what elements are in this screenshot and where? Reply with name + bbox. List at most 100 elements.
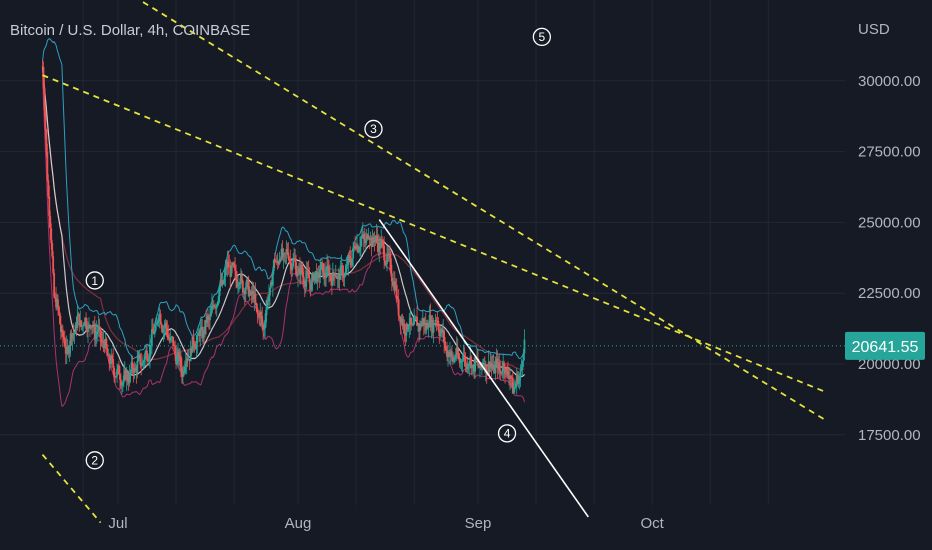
candle: [231, 261, 234, 274]
candle: [245, 277, 248, 289]
candle-body: [107, 355, 110, 357]
candle-body: [96, 330, 99, 332]
candle-body: [89, 324, 91, 327]
candle-body: [186, 358, 189, 360]
candle-body: [462, 356, 465, 361]
dashed-trendline[interactable]: [42, 74, 827, 394]
candle: [198, 329, 201, 343]
candle: [107, 349, 110, 357]
candle-body: [439, 333, 442, 336]
candle: [261, 306, 264, 330]
candle: [128, 364, 131, 387]
dashed-trendline[interactable]: [77, 0, 827, 422]
candle-body: [418, 325, 420, 332]
candle-body: [214, 306, 217, 309]
candle: [204, 320, 206, 338]
candle-body: [198, 333, 201, 337]
candle: [302, 268, 305, 289]
candle-body: [86, 326, 88, 332]
candle: [482, 358, 485, 367]
candle: [177, 342, 179, 368]
trendlines-layer[interactable]: [41, 0, 827, 524]
candle-body: [436, 320, 439, 322]
candle: [290, 257, 293, 277]
candle-body: [467, 365, 470, 370]
candle: [158, 307, 161, 329]
candle: [132, 363, 135, 383]
candle-body: [57, 299, 59, 307]
candle-body: [100, 338, 103, 342]
candle: [112, 348, 115, 375]
candle: [215, 303, 218, 317]
candle-body: [424, 324, 427, 331]
candle: [235, 264, 237, 289]
candle-body: [206, 315, 208, 323]
candle-body: [113, 367, 116, 377]
candle-body: [389, 254, 391, 259]
candle-body: [352, 248, 355, 259]
candle-body: [60, 329, 63, 332]
candle-body: [83, 323, 86, 326]
candle-body: [392, 281, 395, 286]
candle: [270, 280, 272, 290]
candle-body: [130, 362, 133, 371]
candle: [233, 261, 236, 268]
candle-body: [461, 360, 464, 361]
time-axis[interactable]: Jul Aug Sep Oct: [108, 515, 664, 532]
candle-body: [210, 305, 213, 313]
candle: [350, 251, 353, 269]
candle: [145, 344, 147, 354]
candle-body: [265, 309, 267, 323]
candle: [150, 345, 152, 357]
candle: [161, 324, 164, 334]
candle-body: [267, 299, 269, 301]
solid-trendline[interactable]: [378, 219, 589, 518]
candle-body: [225, 268, 228, 269]
candle-body: [55, 297, 57, 308]
candle-body: [438, 329, 441, 336]
candle: [60, 325, 63, 338]
candle-body: [119, 374, 121, 380]
candle-body: [204, 320, 206, 334]
candle: [489, 353, 492, 373]
candle-body: [132, 368, 135, 373]
candle-body: [360, 235, 363, 239]
candle-body: [496, 358, 499, 369]
candle-body: [44, 109, 47, 130]
candle: [228, 254, 231, 268]
candle: [523, 329, 526, 361]
candle: [502, 353, 505, 381]
candle-body: [260, 311, 263, 317]
candle-body: [108, 355, 111, 364]
candle: [360, 226, 363, 247]
candle-body: [167, 335, 170, 339]
candle-body: [294, 258, 296, 262]
candle: [120, 373, 122, 389]
candle: [390, 250, 392, 277]
candle-body: [411, 324, 414, 326]
candle: [503, 360, 506, 379]
candle: [109, 354, 112, 368]
candle-body: [447, 351, 449, 357]
candle-body: [91, 325, 94, 328]
candle-body: [401, 318, 404, 327]
candle: [185, 355, 188, 375]
candle-body: [485, 364, 488, 376]
candle: [149, 334, 151, 369]
candle: [500, 371, 503, 376]
candle: [389, 245, 391, 271]
candle-body: [126, 373, 129, 382]
dashed-trendline[interactable]: [41, 454, 102, 524]
candle: [286, 242, 289, 256]
candle: [353, 244, 356, 253]
candle-body: [491, 365, 494, 370]
candle-body: [150, 345, 152, 347]
candle: [409, 308, 412, 335]
candle-body: [69, 333, 72, 346]
candle-body: [456, 347, 459, 356]
candle: [456, 338, 459, 359]
candle: [451, 355, 454, 365]
candle-body: [370, 237, 373, 247]
price-axis[interactable]: USD 30000.00 27500.00 25000.00 22500.00 1750…: [858, 21, 921, 444]
